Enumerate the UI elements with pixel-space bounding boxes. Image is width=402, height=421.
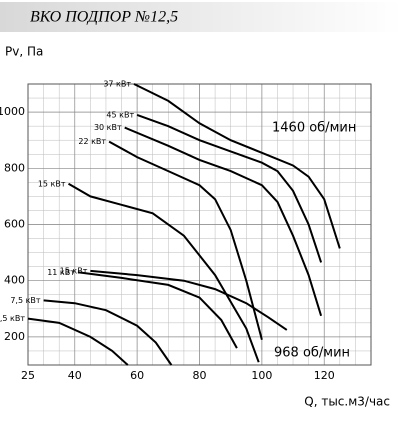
annotation: 1460 об/мин: [272, 121, 356, 136]
y-tick-label: 800: [4, 161, 25, 174]
curve-label: 15 кВт: [60, 266, 88, 275]
x-tick-label: 100: [251, 369, 272, 382]
curve-label: 7,5 кВт: [10, 296, 41, 305]
plot-frame: [27, 83, 372, 366]
x-tick-label: 40: [68, 369, 82, 382]
x-tick-label: 80: [193, 369, 207, 382]
y-tick-label: 1000: [0, 105, 25, 118]
curve: [108, 140, 263, 340]
x-tick-label: 60: [130, 369, 144, 382]
curve-label: 15 кВт: [38, 179, 66, 188]
x-tick-label: 25: [21, 369, 35, 382]
y-axis-label: Pv, Па: [5, 45, 43, 59]
curve: [27, 317, 129, 366]
curve: [77, 271, 238, 349]
chart-title: ВКО ПОДПОР №12,5: [30, 9, 178, 26]
curve: [90, 269, 288, 331]
x-axis-label: Q, тыс.м3/час: [304, 395, 390, 409]
curve: [43, 299, 173, 366]
curve-label: 11 кВт: [47, 268, 75, 277]
curve-label: 22 кВт: [78, 137, 106, 146]
curve-label: 37 кВт: [103, 80, 131, 89]
curve: [68, 182, 260, 363]
x-tick-label: 120: [314, 369, 335, 382]
curve-label: 45 кВт: [106, 110, 134, 119]
y-tick-label: 400: [4, 274, 25, 287]
title-band: [0, 2, 402, 32]
curve: [124, 126, 323, 317]
y-tick-label: 200: [4, 330, 25, 343]
y-tick-label: 600: [4, 218, 25, 231]
curve-label: 5,5 кВт: [0, 314, 25, 323]
annotation: 968 об/мин: [274, 346, 350, 361]
curve-label: 30 кВт: [94, 123, 122, 132]
curve: [136, 113, 323, 263]
curve: [133, 83, 341, 249]
